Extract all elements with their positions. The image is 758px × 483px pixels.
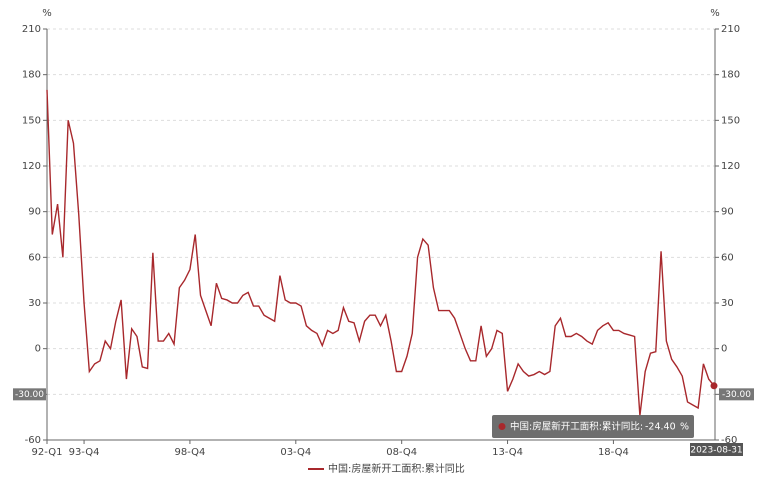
crosshair-label: -30.00	[15, 390, 44, 400]
y-tick-label: 120	[22, 161, 41, 172]
legend-label: 中国:房屋新开工面积:累计同比	[328, 462, 465, 475]
x-tick-label: 18-Q4	[598, 447, 629, 458]
tooltip: 中国:房屋新开工面积:累计同比: -24.40%	[492, 415, 694, 438]
y-tick-label: 180	[22, 70, 41, 81]
y-unit: %	[42, 8, 52, 19]
tooltip-box	[492, 415, 694, 438]
y2-tick-label: 30	[721, 298, 734, 309]
y-tick-label: 150	[22, 115, 41, 126]
series-line	[46, 89, 715, 416]
y2-tick-label: -60	[721, 435, 737, 446]
y2-tick-label: 0	[721, 344, 727, 355]
y2-tick-label: 90	[721, 207, 734, 218]
crosshair-box	[719, 388, 754, 401]
y-tick-label: 0	[35, 344, 41, 355]
x-end-label: 2023-08-31	[690, 446, 742, 456]
x-tick-label: 08-Q4	[386, 447, 417, 458]
y2-tick-label: 120	[721, 161, 740, 172]
y2-unit: %	[710, 8, 720, 19]
y2-tick-label: 150	[721, 115, 740, 126]
tooltip-value: -24.40	[645, 422, 676, 433]
y-tick-label: -60	[25, 435, 41, 446]
y-tick-label: 60	[28, 252, 41, 263]
y-tick-label: 30	[28, 298, 41, 309]
x-tick-label: 13-Q4	[492, 447, 523, 458]
x-tick-label: 98-Q4	[174, 447, 205, 458]
crosshair-box	[13, 388, 46, 401]
y2-tick-label: 60	[721, 252, 734, 263]
tooltip-unit: %	[680, 422, 689, 433]
y-tick-label: 210	[22, 24, 41, 35]
x-tick-label: 92-Q1	[32, 447, 63, 458]
x-tick-label: 93-Q4	[69, 447, 100, 458]
tooltip-dot	[498, 423, 506, 430]
x-tick-label: 03-Q4	[280, 447, 311, 458]
crosshair-label: -30.00	[722, 390, 751, 400]
y-tick-label: 90	[28, 207, 41, 218]
tooltip-label: 中国:房屋新开工面积:累计同比:	[510, 421, 643, 433]
last-point	[710, 382, 718, 390]
y2-tick-label: 210	[721, 24, 740, 35]
y2-tick-label: 180	[721, 70, 740, 81]
x-end-box	[690, 443, 743, 456]
